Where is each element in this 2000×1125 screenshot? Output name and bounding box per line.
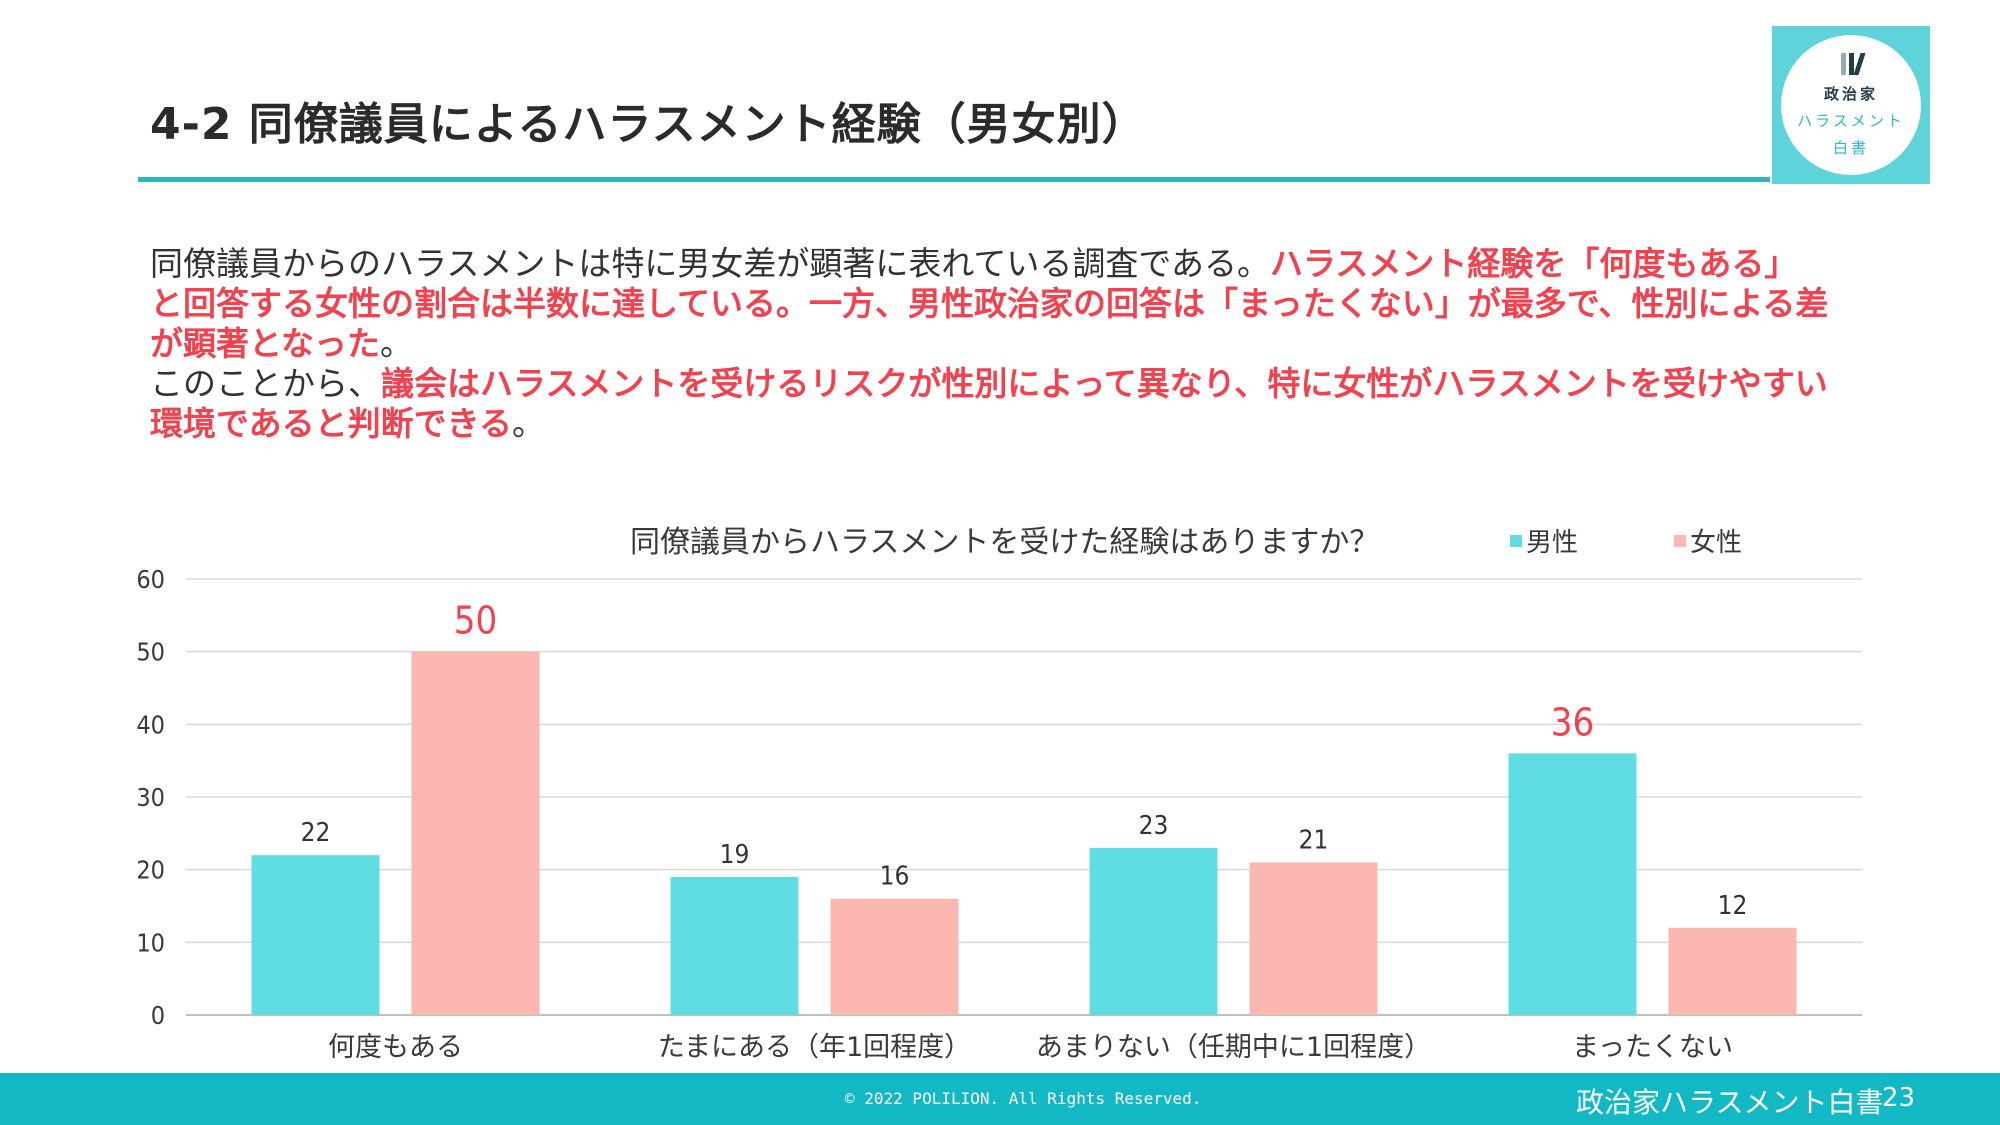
- data-label: 50: [454, 599, 498, 643]
- x-tick-label: 何度もある: [328, 1032, 463, 1063]
- bar: [411, 651, 540, 1015]
- y-tick-label: 50: [136, 638, 165, 667]
- data-label: 19: [720, 840, 750, 870]
- summary-p2-end: 。: [512, 404, 546, 443]
- y-tick-label: 40: [136, 710, 165, 739]
- logo-mark-icon: [1840, 52, 1866, 75]
- logo-circle: 政治家 ハラスメント 白書: [1781, 35, 1921, 175]
- data-label: 23: [1139, 811, 1169, 841]
- title-underline: [138, 177, 1770, 182]
- legend-item-male: 男性: [1510, 522, 1578, 559]
- x-tick-label: まったくない: [1572, 1032, 1733, 1063]
- logo-text-line3: 白書: [1832, 138, 1869, 157]
- data-label: 36: [1551, 700, 1595, 744]
- legend-item-female: 女性: [1674, 522, 1742, 559]
- bar: [830, 898, 959, 1015]
- page-title: 4-2 同僚議員によるハラスメント経験（男女別）: [150, 99, 1147, 150]
- summary-p1-end: 。: [380, 324, 414, 363]
- logo-text-line2: ハラスメント: [1797, 111, 1905, 130]
- bar: [1249, 862, 1378, 1015]
- bar: [670, 876, 799, 1015]
- data-label: 16: [880, 862, 910, 892]
- legend-label-male: 男性: [1526, 528, 1579, 558]
- y-tick-label: 10: [136, 928, 165, 957]
- data-label: 22: [301, 818, 331, 848]
- y-tick-label: 0: [151, 1001, 165, 1030]
- footer-title: 政治家ハラスメント白書: [1576, 1086, 1884, 1119]
- bar: [1668, 927, 1797, 1015]
- summary-p1-highlight: ハラスメント経験を「何度もある」と回答する女性の割合は半数に達している。一方、男…: [150, 244, 1829, 363]
- legend-swatch-female: [1674, 534, 1686, 547]
- data-label: 12: [1718, 891, 1748, 921]
- data-label: 21: [1299, 825, 1329, 855]
- y-tick-label: 60: [136, 565, 165, 594]
- y-tick-label: 20: [136, 856, 165, 885]
- copyright-text: © 2022 POLILION. All Rights Reserved.: [845, 1089, 1202, 1108]
- chart-title: 同僚議員からハラスメントを受けた経験はありますか？: [630, 525, 1380, 560]
- summary-text: 同僚議員からのハラスメントは特に男女差が顕著に表れている調査である。ハラスメント…: [150, 244, 1830, 444]
- legend-label-female: 女性: [1690, 528, 1743, 558]
- x-tick-label: たまにある（年1回程度）: [658, 1032, 971, 1063]
- logo: 政治家 ハラスメント 白書: [1772, 26, 1930, 184]
- summary-p1-plain: 同僚議員からのハラスメントは特に男女差が顕著に表れている調査である。: [150, 244, 1271, 283]
- y-tick-label: 30: [136, 783, 165, 812]
- bar: [1508, 753, 1637, 1015]
- logo-text-line1: 政治家: [1823, 84, 1878, 103]
- footer-bar: © 2022 POLILION. All Rights Reserved. 政治…: [0, 1073, 2000, 1125]
- bar: [1089, 847, 1218, 1015]
- x-tick-label: あまりない（任期中に1回程度）: [1036, 1032, 1431, 1063]
- legend-swatch-male: [1510, 534, 1522, 547]
- page-number: 23: [1882, 1083, 1916, 1113]
- summary-p2-plain: このことから、: [150, 364, 381, 403]
- summary-p2-highlight: 議会はハラスメントを受けるリスクが性別によって異なり、特に女性がハラスメントを受…: [150, 364, 1828, 443]
- bar: [251, 855, 380, 1015]
